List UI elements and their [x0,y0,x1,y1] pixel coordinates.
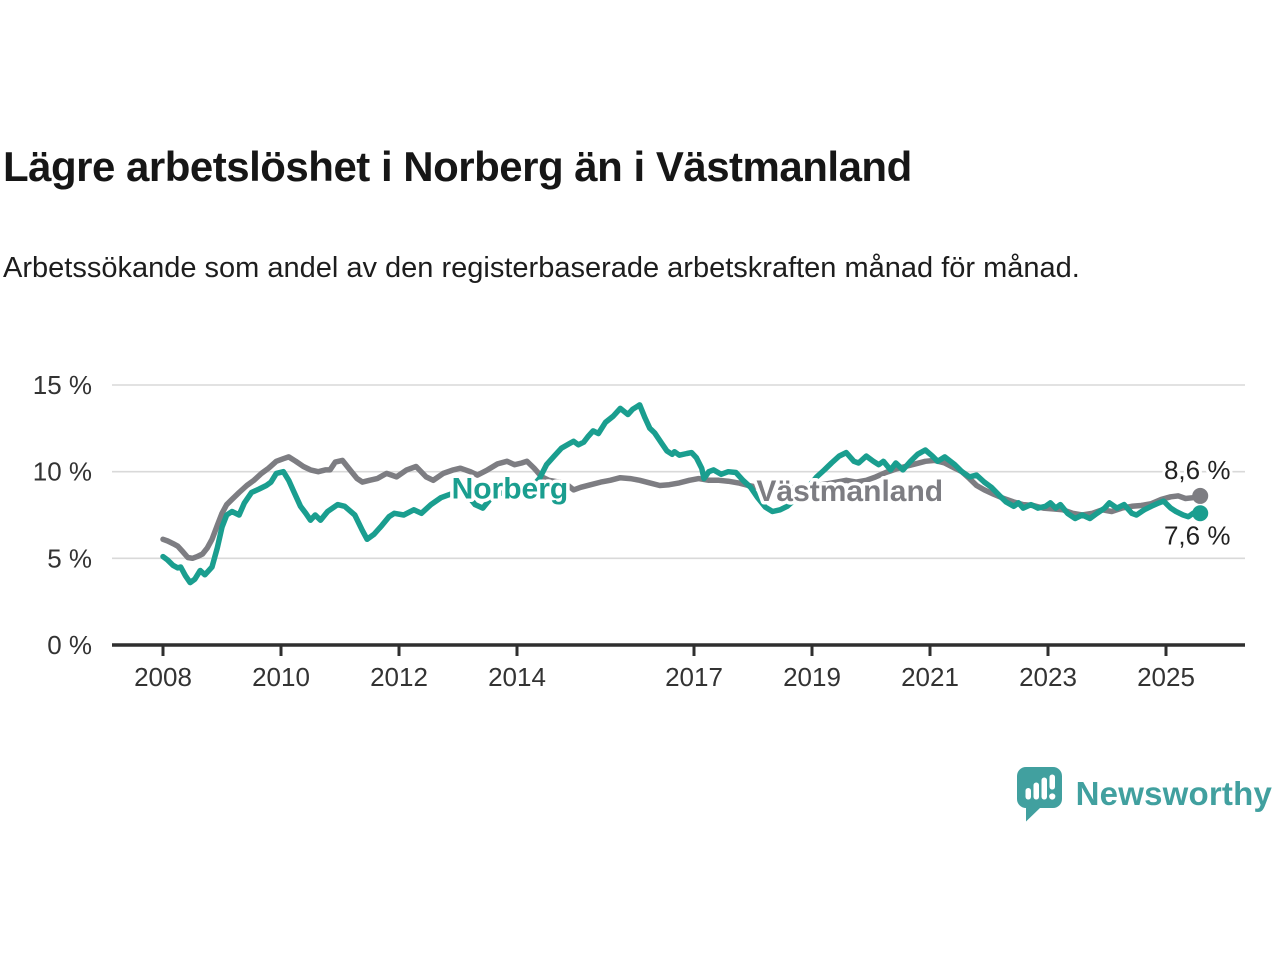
x-tick-label-2021: 2021 [901,662,959,692]
x-tick-label-2008: 2008 [134,662,192,692]
axes [112,643,1245,656]
x-tick-label-2014: 2014 [488,662,546,692]
series-line-norberg [160,402,1203,586]
end-value-label-vastmanland: 8,6 % [1164,455,1231,485]
x-tick-label-2025: 2025 [1137,662,1195,692]
y-tick-label-0: 0 % [47,630,92,660]
y-tick-label-5: 5 % [47,543,92,573]
x-tick-label-2010: 2010 [252,662,310,692]
end-value-label-norberg: 7,6 % [1164,520,1231,550]
axis-labels: 0 % 5 % 10 % 15 % 2008 2010 2012 2014 2017 2019 20… [33,370,1195,692]
newsworthy-wordmark: Newsworthy [1075,775,1272,812]
series-lines [160,402,1203,586]
newsworthy-logo: Newsworthy [1015,766,1272,822]
x-tick-label-2017: 2017 [665,662,723,692]
y-tick-label-15: 15 % [33,370,92,400]
x-tick-label-2023: 2023 [1019,662,1077,692]
mini-bar-chart-glyph [1025,774,1055,800]
chart-subtitle: Arbetssökande som andel av den registerb… [3,252,1080,284]
series-label-norberg: Norberg [452,473,569,506]
series-label-västmanland: Västmanland [756,475,943,508]
chart-title: Lägre arbetslöshet i Norberg än i Västma… [3,143,912,190]
end-dot-norberg [1192,505,1209,522]
x-tick-label-2019: 2019 [783,662,841,692]
end-dot-vastmanland [1192,487,1209,504]
gridlines [112,384,1245,560]
newsworthy-bubble-chart-icon [1016,767,1062,822]
y-tick-label-10: 10 % [33,457,92,487]
annotations: Norberg Västmanland 8,6 % 7,6 % [448,452,1233,553]
x-tick-label-2012: 2012 [370,662,428,692]
